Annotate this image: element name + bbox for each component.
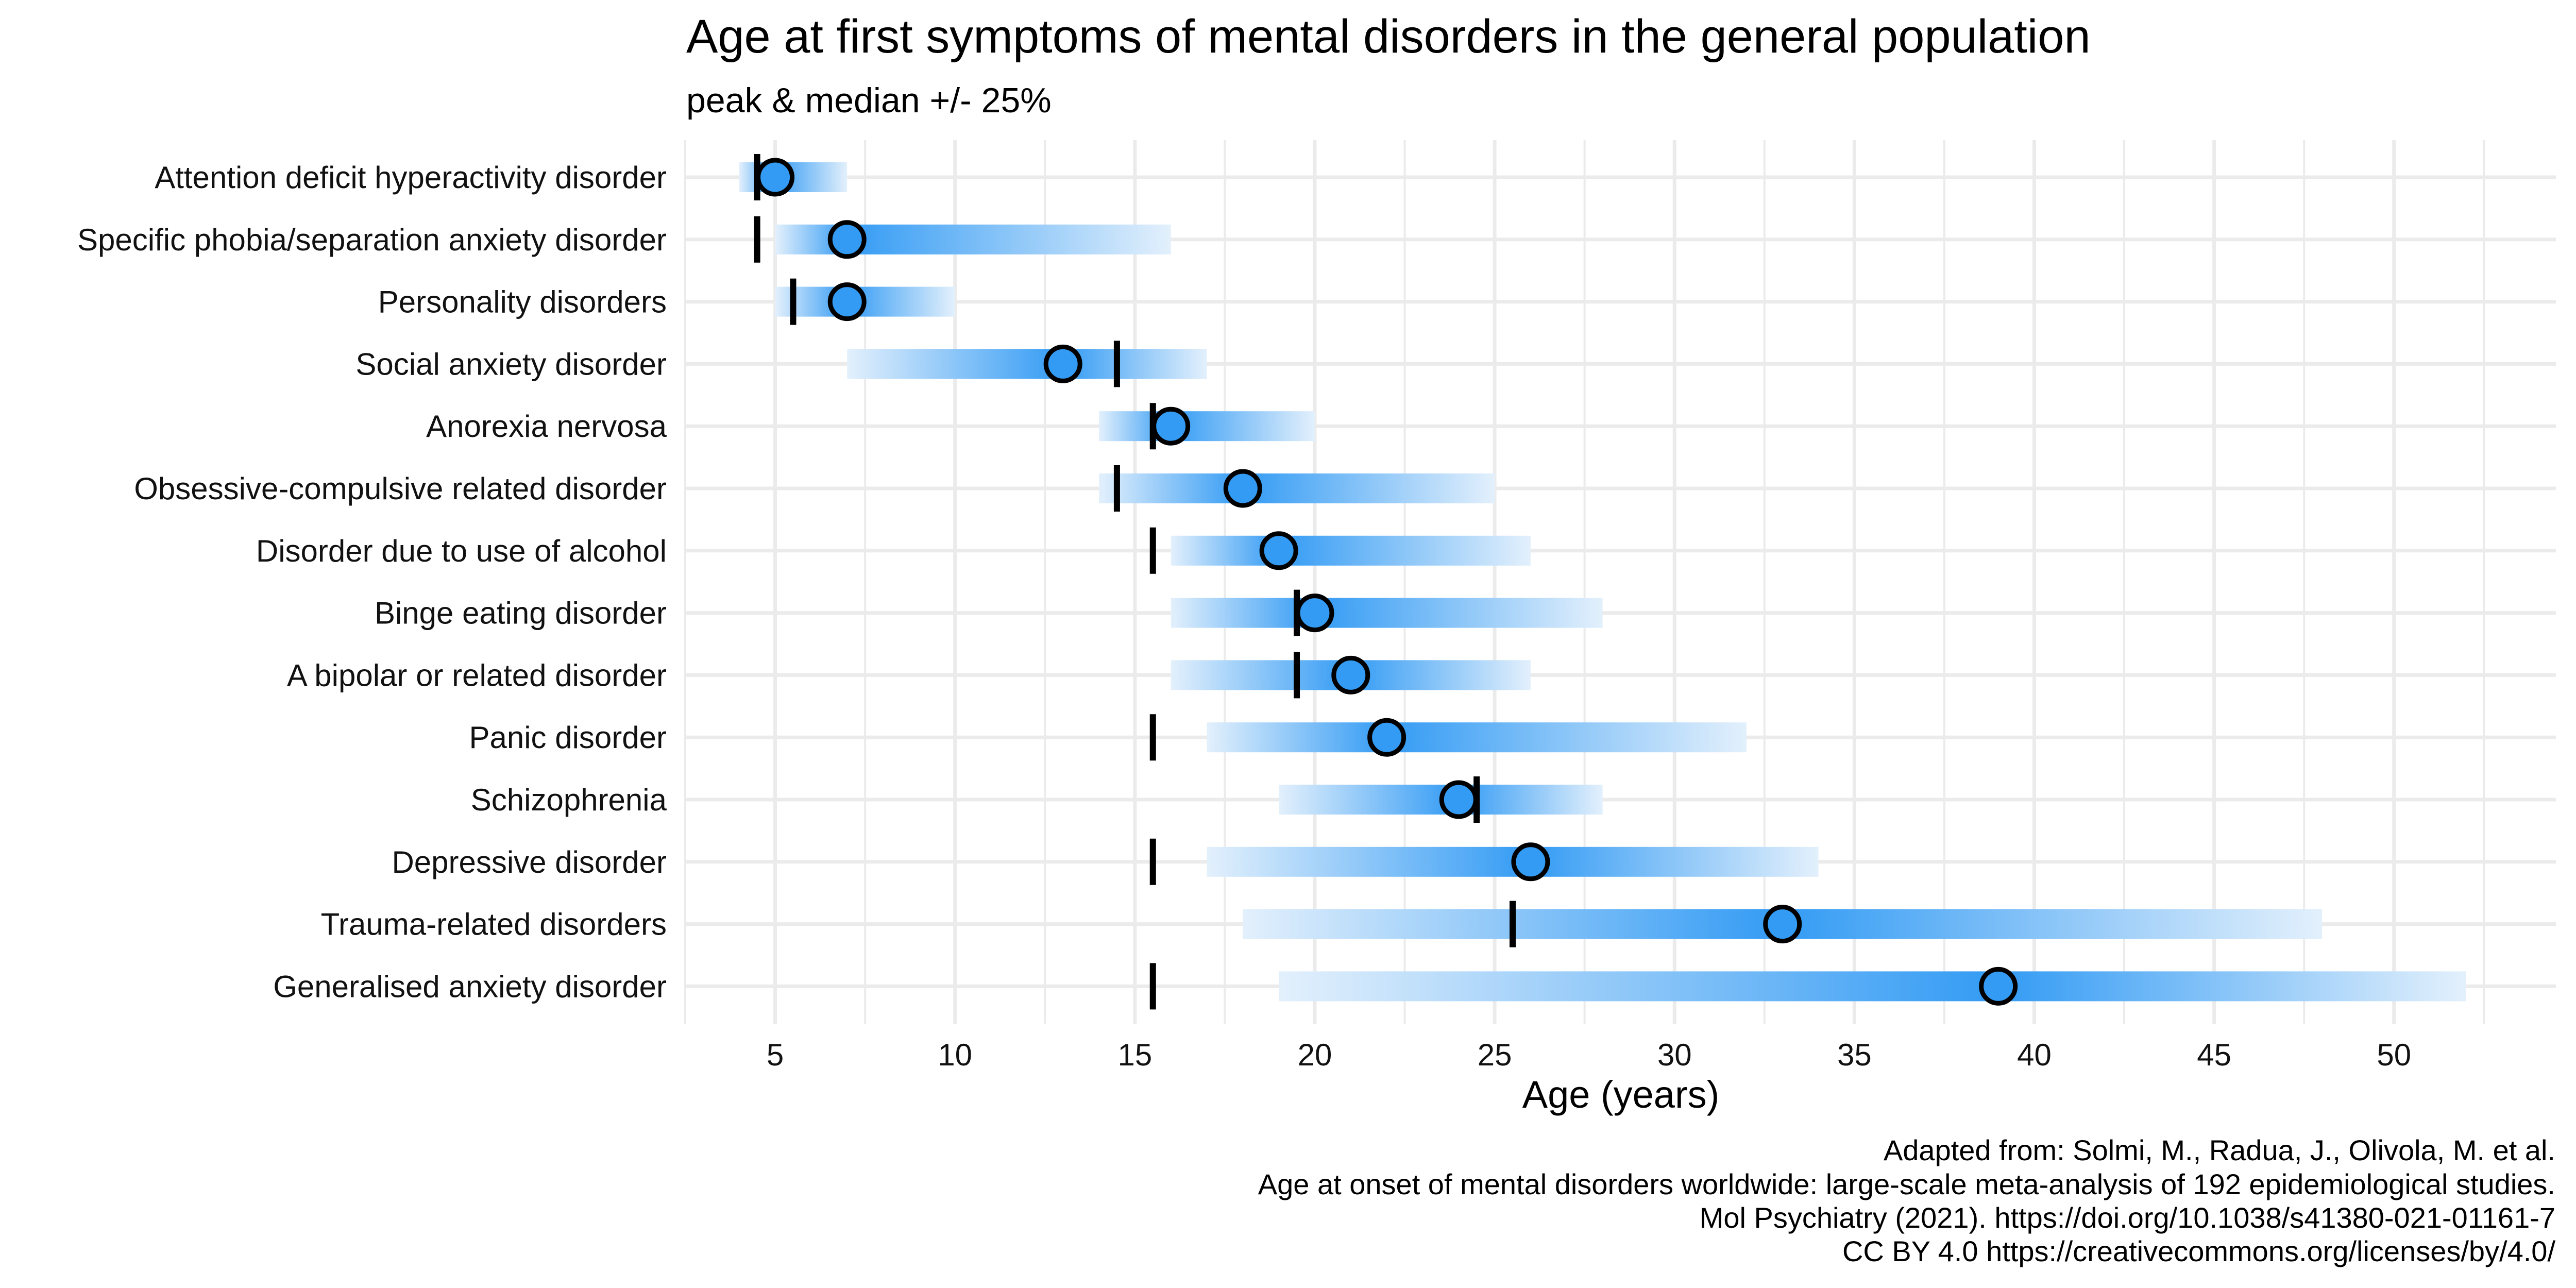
category-label: Panic disorder	[469, 720, 667, 755]
peak-point	[1439, 780, 1478, 819]
x-tick-label: 40	[2017, 1038, 2052, 1072]
peak-point	[1367, 718, 1406, 757]
peak-point	[827, 282, 867, 321]
peak-point	[1223, 469, 1262, 508]
category-label: Binge eating disorder	[375, 596, 667, 631]
category-label: Generalised anxiety disorder	[273, 969, 667, 1004]
range-bar	[847, 349, 1207, 379]
x-tick-label: 50	[2377, 1038, 2411, 1072]
y-axis-labels: Attention deficit hyperactivity disorder…	[77, 160, 667, 1004]
chart-subtitle: peak & median +/- 25%	[686, 81, 1052, 120]
category-label: Anorexia nervosa	[426, 409, 667, 444]
category-label: Disorder due to use of alcohol	[256, 534, 667, 568]
peak-point	[1043, 344, 1082, 383]
range-bar	[1099, 411, 1315, 442]
peak-point	[1979, 967, 2018, 1006]
peak-point	[1511, 842, 1550, 882]
peak-point	[1331, 655, 1370, 694]
range-bar	[1099, 473, 1495, 503]
caption-line: Age at onset of mental disorders worldwi…	[1258, 1168, 2555, 1200]
category-label: Social anxiety disorder	[355, 347, 667, 381]
category-label: Attention deficit hyperactivity disorder	[155, 160, 667, 195]
caption-line: Adapted from: Solmi, M., Radua, J., Oliv…	[1884, 1134, 2555, 1166]
x-tick-label: 20	[1298, 1038, 1332, 1072]
category-label: Trauma-related disorders	[321, 907, 667, 942]
category-label: Specific phobia/separation anxiety disor…	[77, 223, 667, 257]
category-label: Obsessive-compulsive related disorder	[134, 471, 667, 506]
range-bar	[1171, 535, 1531, 566]
category-label: Depressive disorder	[392, 845, 667, 879]
caption-line: Mol Psychiatry (2021). https://doi.org/1…	[1700, 1201, 2555, 1234]
range-bar	[1171, 598, 1603, 628]
x-tick-label: 45	[2197, 1038, 2231, 1072]
peak-point	[1295, 594, 1334, 633]
peak-point	[1763, 905, 1802, 944]
category-label: Personality disorders	[378, 285, 667, 319]
chart-title: Age at first symptoms of mental disorder…	[686, 10, 2091, 63]
x-tick-label: 15	[1117, 1038, 1152, 1072]
x-tick-label: 10	[938, 1038, 972, 1072]
peak-point	[1151, 406, 1191, 446]
peak-point	[827, 220, 867, 259]
x-tick-label: 5	[767, 1038, 784, 1072]
x-tick-label: 35	[1837, 1038, 1872, 1072]
category-label: Schizophrenia	[471, 783, 667, 817]
caption-line: CC BY 4.0 https://creativecommons.org/li…	[1842, 1235, 2555, 1267]
peak-markers	[756, 158, 2018, 1006]
x-axis-title: Age (years)	[1522, 1073, 1719, 1116]
caption: Adapted from: Solmi, M., Radua, J., Oliv…	[1258, 1134, 2556, 1267]
category-label: A bipolar or related disorder	[287, 658, 667, 692]
x-axis-ticks: 5 10 15 20 25 30 35 40 45 50	[767, 1038, 2411, 1072]
range-bar	[1207, 722, 1747, 753]
range-bar	[1279, 971, 2466, 1002]
peak-point	[1259, 531, 1298, 570]
x-tick-label: 30	[1657, 1038, 1692, 1072]
x-tick-label: 25	[1478, 1038, 1512, 1072]
peak-point	[756, 158, 795, 197]
